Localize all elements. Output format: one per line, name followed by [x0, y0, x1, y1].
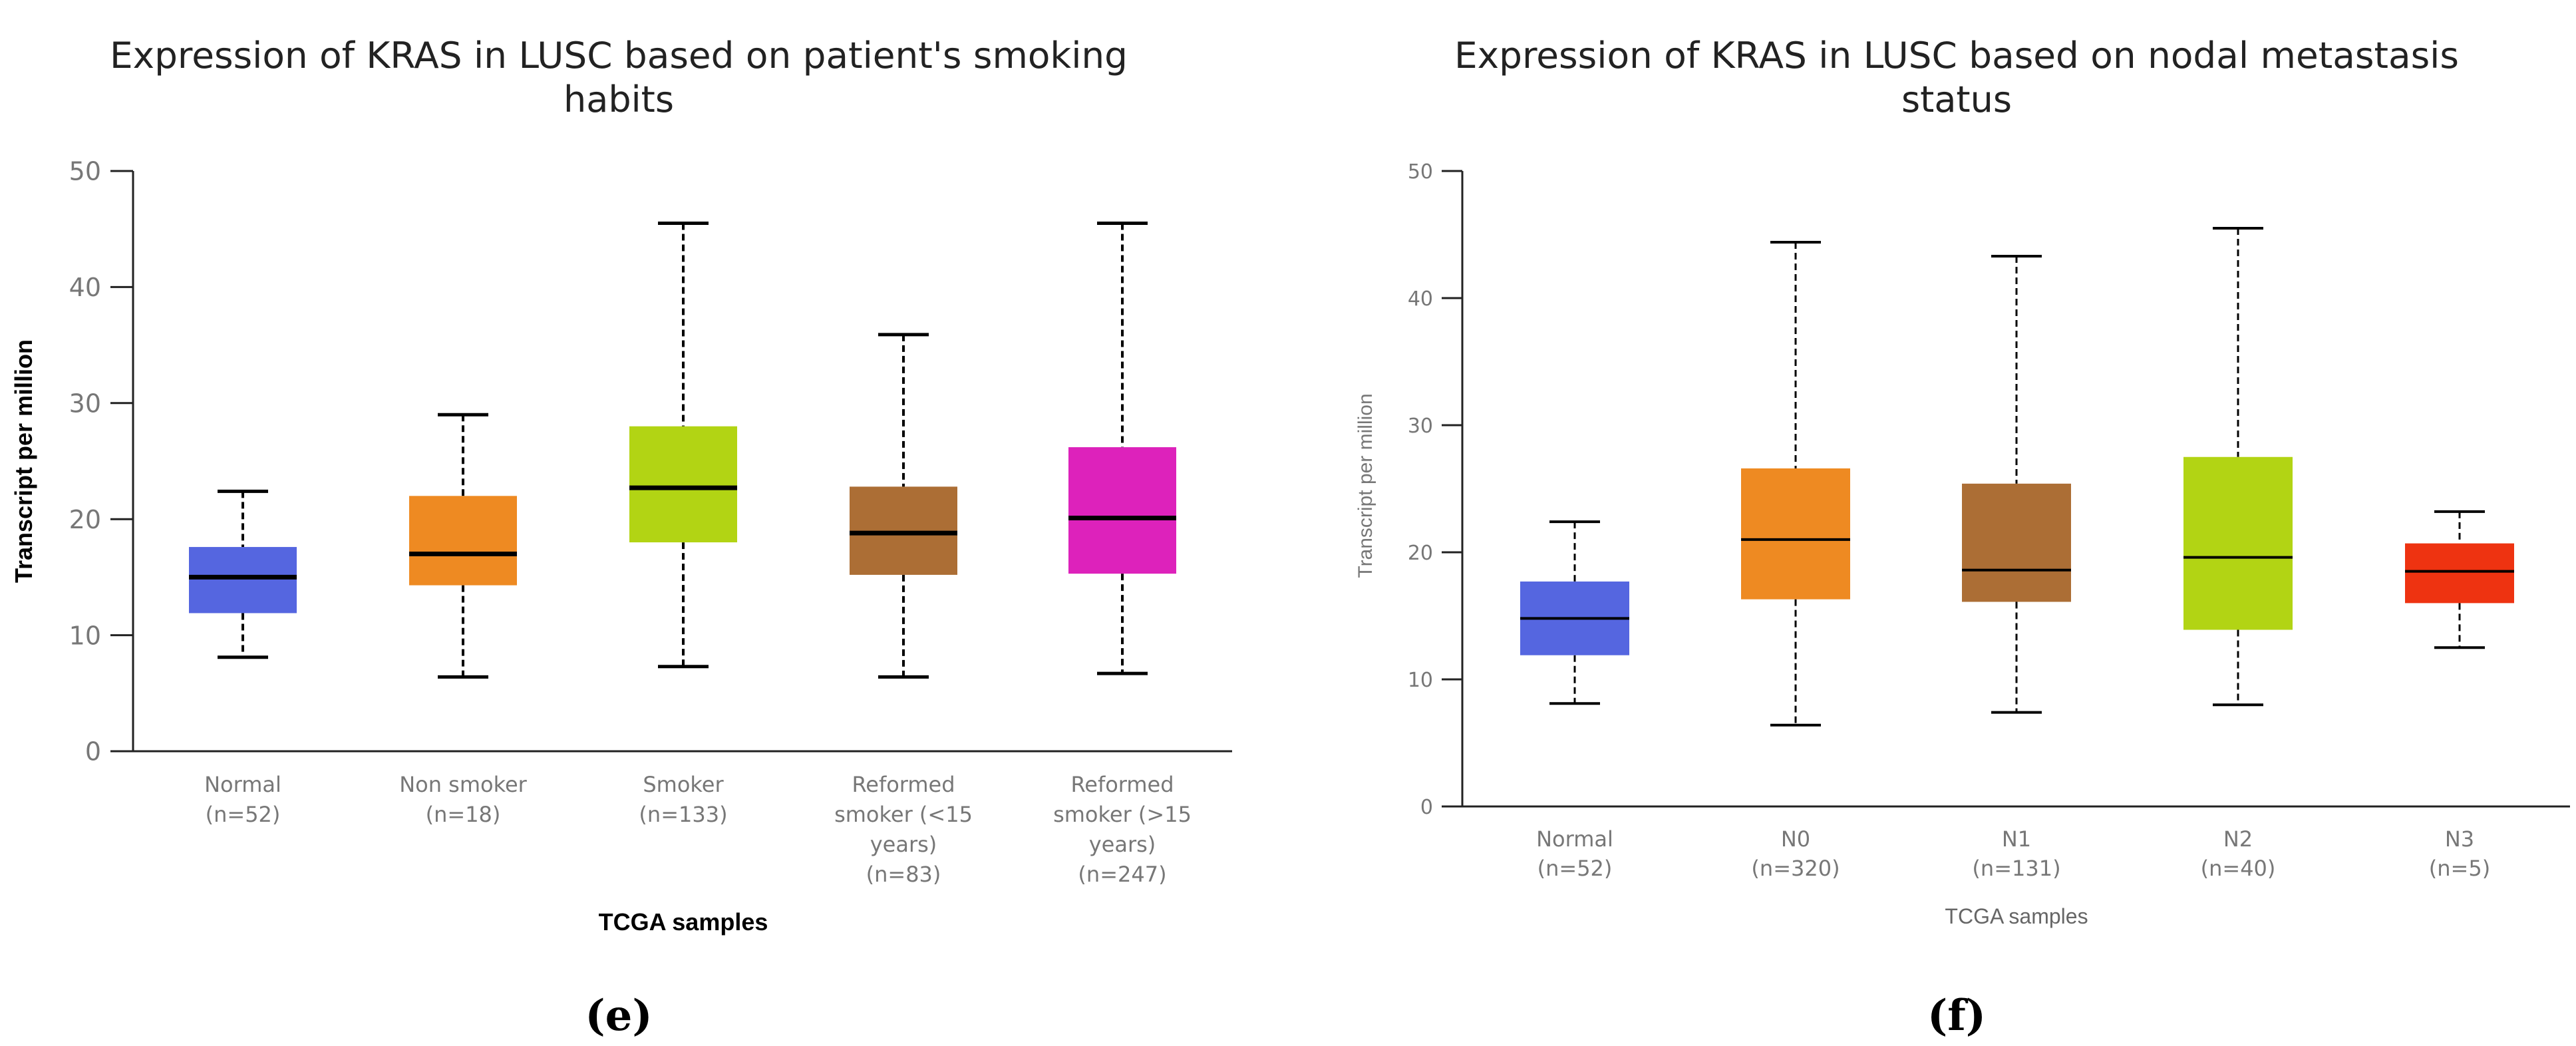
x-category-label: (n=131): [1972, 856, 2060, 881]
x-category-label: (n=52): [1537, 856, 1613, 881]
boxplot-panel-f: Expression of KRAS in LUSC based on noda…: [1355, 35, 2570, 1041]
iqr-box: [1068, 447, 1176, 574]
iqr-box: [2183, 456, 2293, 630]
panel-label: (e): [585, 991, 652, 1041]
x-category-label: (n=83): [866, 862, 941, 887]
box-1: Non smoker (n=18): [399, 413, 528, 827]
y-axis-label: Transcript per million: [10, 339, 37, 583]
iqr-box: [1962, 483, 2071, 602]
x-category-label: (n=5): [2429, 856, 2490, 881]
box-2: N1 (n=131): [1962, 254, 2071, 881]
panel-label: (f): [1927, 991, 1986, 1041]
chart-title: habits: [564, 79, 674, 120]
chart-title: Expression of KRAS in LUSC based on noda…: [1454, 35, 2459, 77]
y-tick-label: 20: [69, 505, 101, 534]
box-4: N3 (n=5): [2405, 510, 2514, 881]
box-3: Reformed smoker (<15 years) (n=83): [834, 333, 973, 887]
y-tick-label: 0: [1420, 796, 1433, 819]
x-category-label: Normal: [204, 772, 281, 797]
chart-title: Expression of KRAS in LUSC based on pati…: [110, 35, 1128, 77]
box-1: N0 (n=320): [1741, 240, 1850, 881]
x-category-label: Normal: [1536, 826, 1613, 852]
y-axis-label: Transcript per million: [1355, 393, 1376, 578]
x-category-label: N3: [2445, 826, 2474, 852]
x-category-label: (n=18): [426, 802, 501, 827]
y-tick-label: 50: [1408, 160, 1433, 184]
x-category-label: (n=52): [206, 802, 281, 827]
x-category-label: N0: [1781, 826, 1810, 852]
iqr-box: [189, 547, 297, 613]
y-tick-label: 0: [85, 737, 101, 767]
x-category-label: years): [870, 832, 937, 857]
iqr-box: [629, 426, 737, 543]
box-0: Normal (n=52): [189, 489, 297, 827]
box-0: Normal (n=52): [1520, 520, 1629, 881]
y-tick-label: 10: [69, 621, 101, 650]
y-tick-label: 40: [1408, 287, 1433, 311]
x-category-label: smoker (>15: [1053, 802, 1192, 827]
y-tick-label: 30: [69, 389, 101, 418]
x-category-label: N2: [2223, 826, 2253, 852]
iqr-box: [2405, 543, 2514, 604]
x-category-label: (n=133): [639, 802, 727, 827]
x-category-label: years): [1089, 832, 1156, 857]
boxplot-panel-e: Expression of KRAS in LUSC based on pati…: [10, 35, 1232, 1041]
x-axis-label: TCGA samples: [1945, 904, 2088, 928]
x-category-label: Non smoker: [399, 772, 527, 797]
y-tick-label: 50: [69, 157, 101, 186]
x-category-label: (n=247): [1078, 862, 1166, 887]
iqr-box: [409, 496, 517, 586]
box-4: Reformed smoker (>15 years) (n=247): [1053, 221, 1192, 887]
x-category-label: Reformed: [852, 772, 955, 797]
x-axis-label: TCGA samples: [599, 908, 768, 936]
iqr-box: [1741, 468, 1850, 600]
x-category-label: (n=320): [1751, 856, 1840, 881]
x-category-label: (n=40): [2201, 856, 2276, 881]
y-tick-label: 40: [69, 273, 101, 302]
box-3: N2 (n=40): [2183, 226, 2293, 881]
x-category-label: N1: [2002, 826, 2031, 852]
x-category-label: smoker (<15: [834, 802, 973, 827]
x-category-label: Reformed: [1070, 772, 1174, 797]
chart-title: status: [1901, 79, 2012, 120]
x-category-label: Smoker: [643, 772, 724, 797]
y-tick-label: 30: [1408, 415, 1433, 438]
y-tick-label: 10: [1408, 669, 1433, 692]
y-tick-label: 20: [1408, 542, 1433, 565]
box-2: Smoker (n=133): [629, 221, 737, 827]
